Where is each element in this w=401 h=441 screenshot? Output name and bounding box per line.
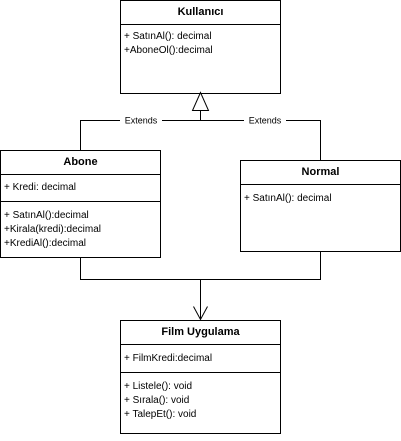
generalization-edges: Extends Extends [80, 91, 321, 161]
class-abone-operation: +Kirala(kredi):decimal [4, 224, 101, 235]
class-abone-box [0, 150, 161, 258]
edge-label-abone: Extends [125, 116, 158, 126]
class-normal-name: Normal [302, 166, 340, 178]
inheritance-triangle-icon [191, 91, 210, 111]
class-normal-operation: + SatınAl(): decimal [244, 193, 332, 204]
edge-label-bg [120, 114, 162, 126]
edge-label-normal: Extends [249, 116, 282, 126]
open-arrowhead-icon [193, 306, 208, 321]
class-abone-operation: + SatınAl():decimal [4, 210, 89, 221]
edge-normal-film [200, 251, 321, 280]
class-kullanici-box [120, 0, 281, 94]
class-kullanici[interactable]: Kullanıcı + SatınAl(): decimal +AboneOl(… [120, 0, 281, 94]
class-abone[interactable]: Abone + Kredi: decimal + SatınAl():decim… [0, 150, 161, 258]
class-abone-operation: +KrediAl():decimal [4, 238, 86, 249]
edge-label-bg [244, 114, 286, 126]
class-film-operation: + Sırala(): void [124, 395, 189, 406]
class-abone-name: Abone [63, 156, 97, 168]
class-film-operation: + Listele(): void [124, 381, 192, 392]
class-abone-attribute: + Kredi: decimal [4, 182, 76, 193]
edge-normal-extends [200, 120, 321, 161]
class-film-operation: + TalepEt(): void [124, 409, 196, 420]
class-film-name: Film Uygulama [161, 326, 240, 338]
class-kullanici-operation: + SatınAl(): decimal [124, 31, 212, 42]
class-film-uygulama[interactable]: Film Uygulama + FilmKredi:decimal + List… [120, 320, 281, 434]
class-film-box [120, 320, 281, 434]
class-film-attribute: + FilmKredi:decimal [124, 353, 212, 364]
edge-abone-film [80, 257, 201, 320]
class-kullanici-name: Kullanıcı [178, 6, 224, 18]
association-edges [80, 251, 321, 321]
class-normal[interactable]: Normal + SatınAl(): decimal [240, 160, 401, 252]
class-normal-box [240, 160, 401, 252]
class-kullanici-operation: +AboneOl():decimal [124, 45, 213, 56]
